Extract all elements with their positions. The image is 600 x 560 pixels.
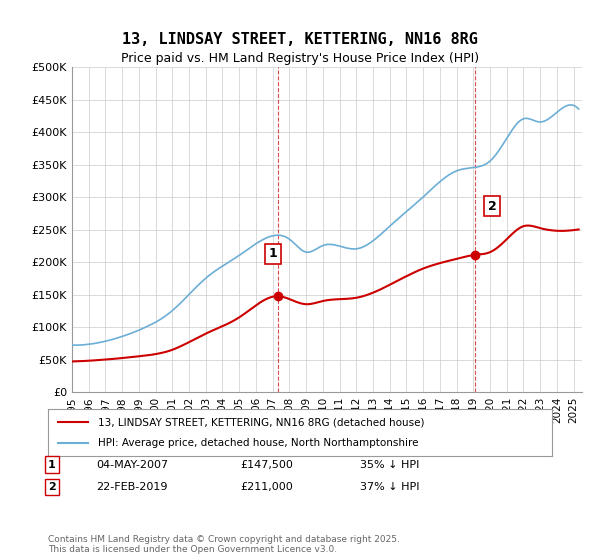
Text: 35% ↓ HPI: 35% ↓ HPI (360, 460, 419, 470)
Text: £211,000: £211,000 (240, 482, 293, 492)
Text: 37% ↓ HPI: 37% ↓ HPI (360, 482, 419, 492)
Text: Contains HM Land Registry data © Crown copyright and database right 2025.
This d: Contains HM Land Registry data © Crown c… (48, 535, 400, 554)
Text: 2: 2 (488, 200, 496, 213)
Text: 1: 1 (269, 248, 278, 260)
Text: 1: 1 (48, 460, 56, 470)
Text: 13, LINDSAY STREET, KETTERING, NN16 8RG (detached house): 13, LINDSAY STREET, KETTERING, NN16 8RG … (98, 417, 425, 427)
Text: Price paid vs. HM Land Registry's House Price Index (HPI): Price paid vs. HM Land Registry's House … (121, 52, 479, 66)
Text: 13, LINDSAY STREET, KETTERING, NN16 8RG: 13, LINDSAY STREET, KETTERING, NN16 8RG (122, 32, 478, 46)
Text: £147,500: £147,500 (240, 460, 293, 470)
Text: HPI: Average price, detached house, North Northamptonshire: HPI: Average price, detached house, Nort… (98, 438, 419, 448)
Text: 22-FEB-2019: 22-FEB-2019 (96, 482, 167, 492)
Text: 2: 2 (48, 482, 56, 492)
Text: 04-MAY-2007: 04-MAY-2007 (96, 460, 168, 470)
